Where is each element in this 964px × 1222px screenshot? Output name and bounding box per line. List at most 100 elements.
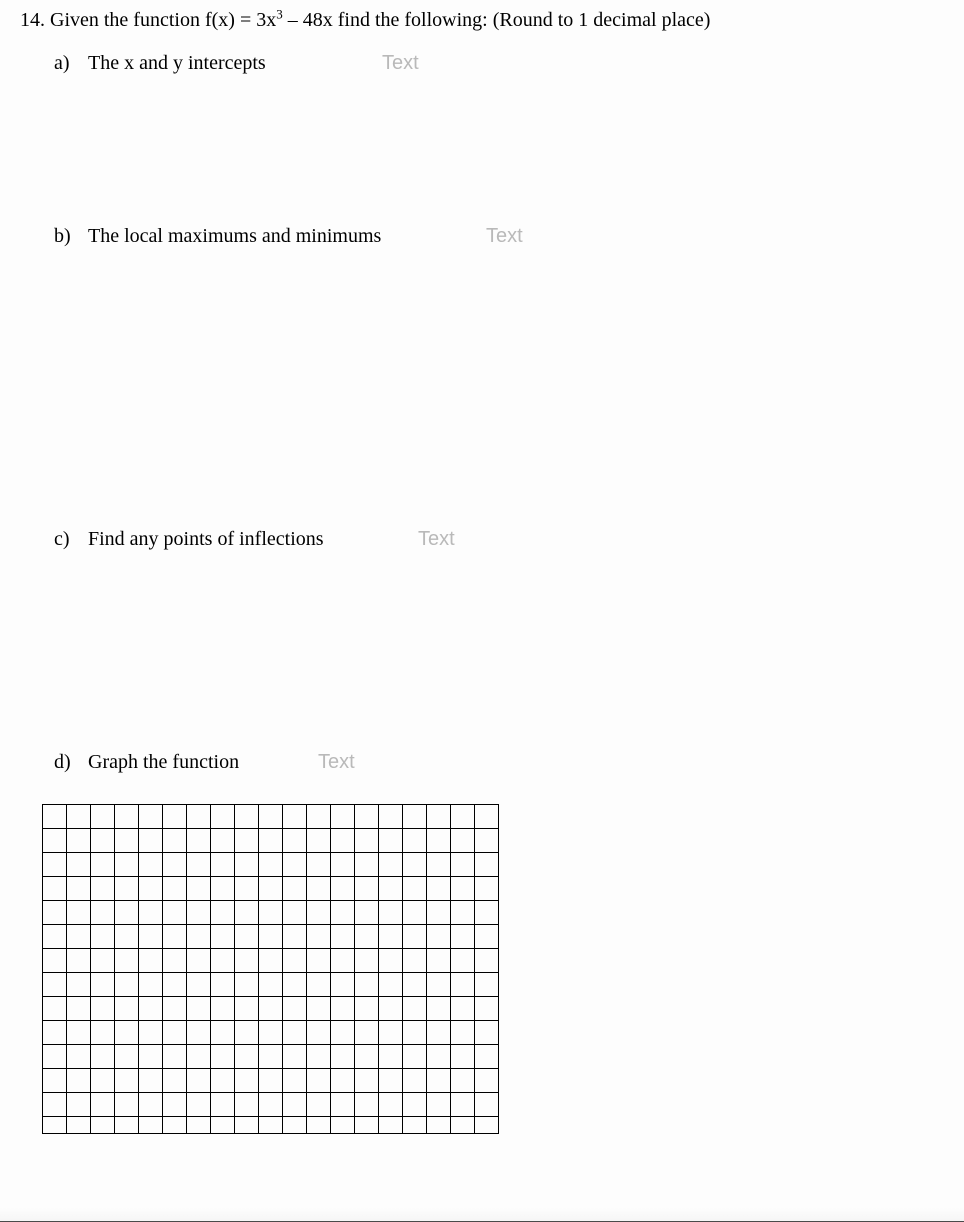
grid-cell <box>379 901 403 925</box>
grid-cell <box>259 1069 283 1093</box>
grid-cell <box>355 1093 379 1117</box>
grid-cell <box>307 877 331 901</box>
grid-cell <box>283 925 307 949</box>
grid-cell <box>91 1069 115 1093</box>
grid-cell <box>187 997 211 1021</box>
grid-cell <box>451 1069 475 1093</box>
grid-cell <box>235 805 259 829</box>
grid-cell <box>427 1021 451 1045</box>
grid-cell <box>379 997 403 1021</box>
grid-cell <box>475 973 499 997</box>
grid-cell <box>163 853 187 877</box>
part-a-answer-placeholder[interactable]: Text <box>382 52 419 75</box>
grid-cell <box>331 1069 355 1093</box>
grid-cell <box>43 1069 67 1093</box>
grid-cell <box>259 877 283 901</box>
grid-cell <box>211 1045 235 1069</box>
grid-cell <box>139 1045 163 1069</box>
grid-cell <box>475 997 499 1021</box>
part-d-answer-placeholder[interactable]: Text <box>318 751 355 774</box>
part-a: a) The x and y intercepts Text <box>54 52 944 75</box>
grid-cell <box>283 1093 307 1117</box>
grid-cell <box>67 805 91 829</box>
grid-cell <box>139 877 163 901</box>
grid-cell <box>427 1069 451 1093</box>
grid-cell <box>355 1045 379 1069</box>
grid-cell <box>163 1093 187 1117</box>
grid-cell <box>43 829 67 853</box>
grid-cell <box>283 1117 307 1134</box>
grid-cell <box>211 1093 235 1117</box>
part-a-label: a) <box>54 52 84 75</box>
grid-cell <box>163 901 187 925</box>
grid-cell <box>235 1117 259 1134</box>
grid-cell <box>355 1069 379 1093</box>
grid-cell <box>235 901 259 925</box>
grid-cell <box>403 1069 427 1093</box>
grid-cell <box>259 925 283 949</box>
grid-cell <box>427 877 451 901</box>
grid-cell <box>379 1021 403 1045</box>
grid-cell <box>187 973 211 997</box>
graph-grid[interactable] <box>42 804 499 1134</box>
grid-cell <box>211 925 235 949</box>
grid-cell <box>331 901 355 925</box>
grid-cell <box>91 877 115 901</box>
grid-cell <box>283 901 307 925</box>
grid-cell <box>283 997 307 1021</box>
grid-cell <box>43 949 67 973</box>
grid-cell <box>475 829 499 853</box>
part-b: b) The local maximums and minimums Text <box>54 225 944 248</box>
grid-cell <box>427 805 451 829</box>
part-b-answer-placeholder[interactable]: Text <box>486 225 523 248</box>
grid-cell <box>379 1093 403 1117</box>
grid-cell <box>451 1117 475 1134</box>
grid-cell <box>427 853 451 877</box>
grid-cell <box>139 829 163 853</box>
grid-cell <box>115 949 139 973</box>
grid-cell <box>67 925 91 949</box>
grid-cell <box>163 973 187 997</box>
answer-space-b <box>20 248 944 528</box>
grid-cell <box>355 925 379 949</box>
grid-cell <box>475 1045 499 1069</box>
grid-cell <box>451 853 475 877</box>
grid-cell <box>211 805 235 829</box>
grid-cell <box>259 949 283 973</box>
grid-cell <box>139 1021 163 1045</box>
grid-cell <box>331 997 355 1021</box>
grid-cell <box>307 925 331 949</box>
grid-cell <box>259 997 283 1021</box>
grid-cell <box>331 877 355 901</box>
grid-cell <box>307 973 331 997</box>
grid-cell <box>427 973 451 997</box>
grid-cell <box>115 997 139 1021</box>
grid-cell <box>331 925 355 949</box>
grid-cell <box>331 1093 355 1117</box>
grid-cell <box>91 1045 115 1069</box>
grid-cell <box>211 1021 235 1045</box>
grid-cell <box>307 1117 331 1134</box>
grid-cell <box>355 949 379 973</box>
grid-cell <box>115 853 139 877</box>
grid-cell <box>235 1069 259 1093</box>
grid-cell <box>91 805 115 829</box>
grid-cell <box>475 1021 499 1045</box>
grid-cell <box>379 949 403 973</box>
part-c-answer-placeholder[interactable]: Text <box>418 528 455 551</box>
grid-cell <box>235 997 259 1021</box>
grid-cell <box>235 925 259 949</box>
question-number: 14. <box>20 9 45 31</box>
grid-cell <box>163 1021 187 1045</box>
grid-cell <box>307 829 331 853</box>
grid-cell <box>307 805 331 829</box>
grid-cell <box>211 901 235 925</box>
grid-cell <box>451 973 475 997</box>
grid-cell <box>43 805 67 829</box>
graph-grid-container <box>42 804 944 1134</box>
grid-cell <box>403 829 427 853</box>
grid-cell <box>355 877 379 901</box>
grid-cell <box>283 805 307 829</box>
grid-cell <box>427 1117 451 1134</box>
grid-cell <box>355 829 379 853</box>
